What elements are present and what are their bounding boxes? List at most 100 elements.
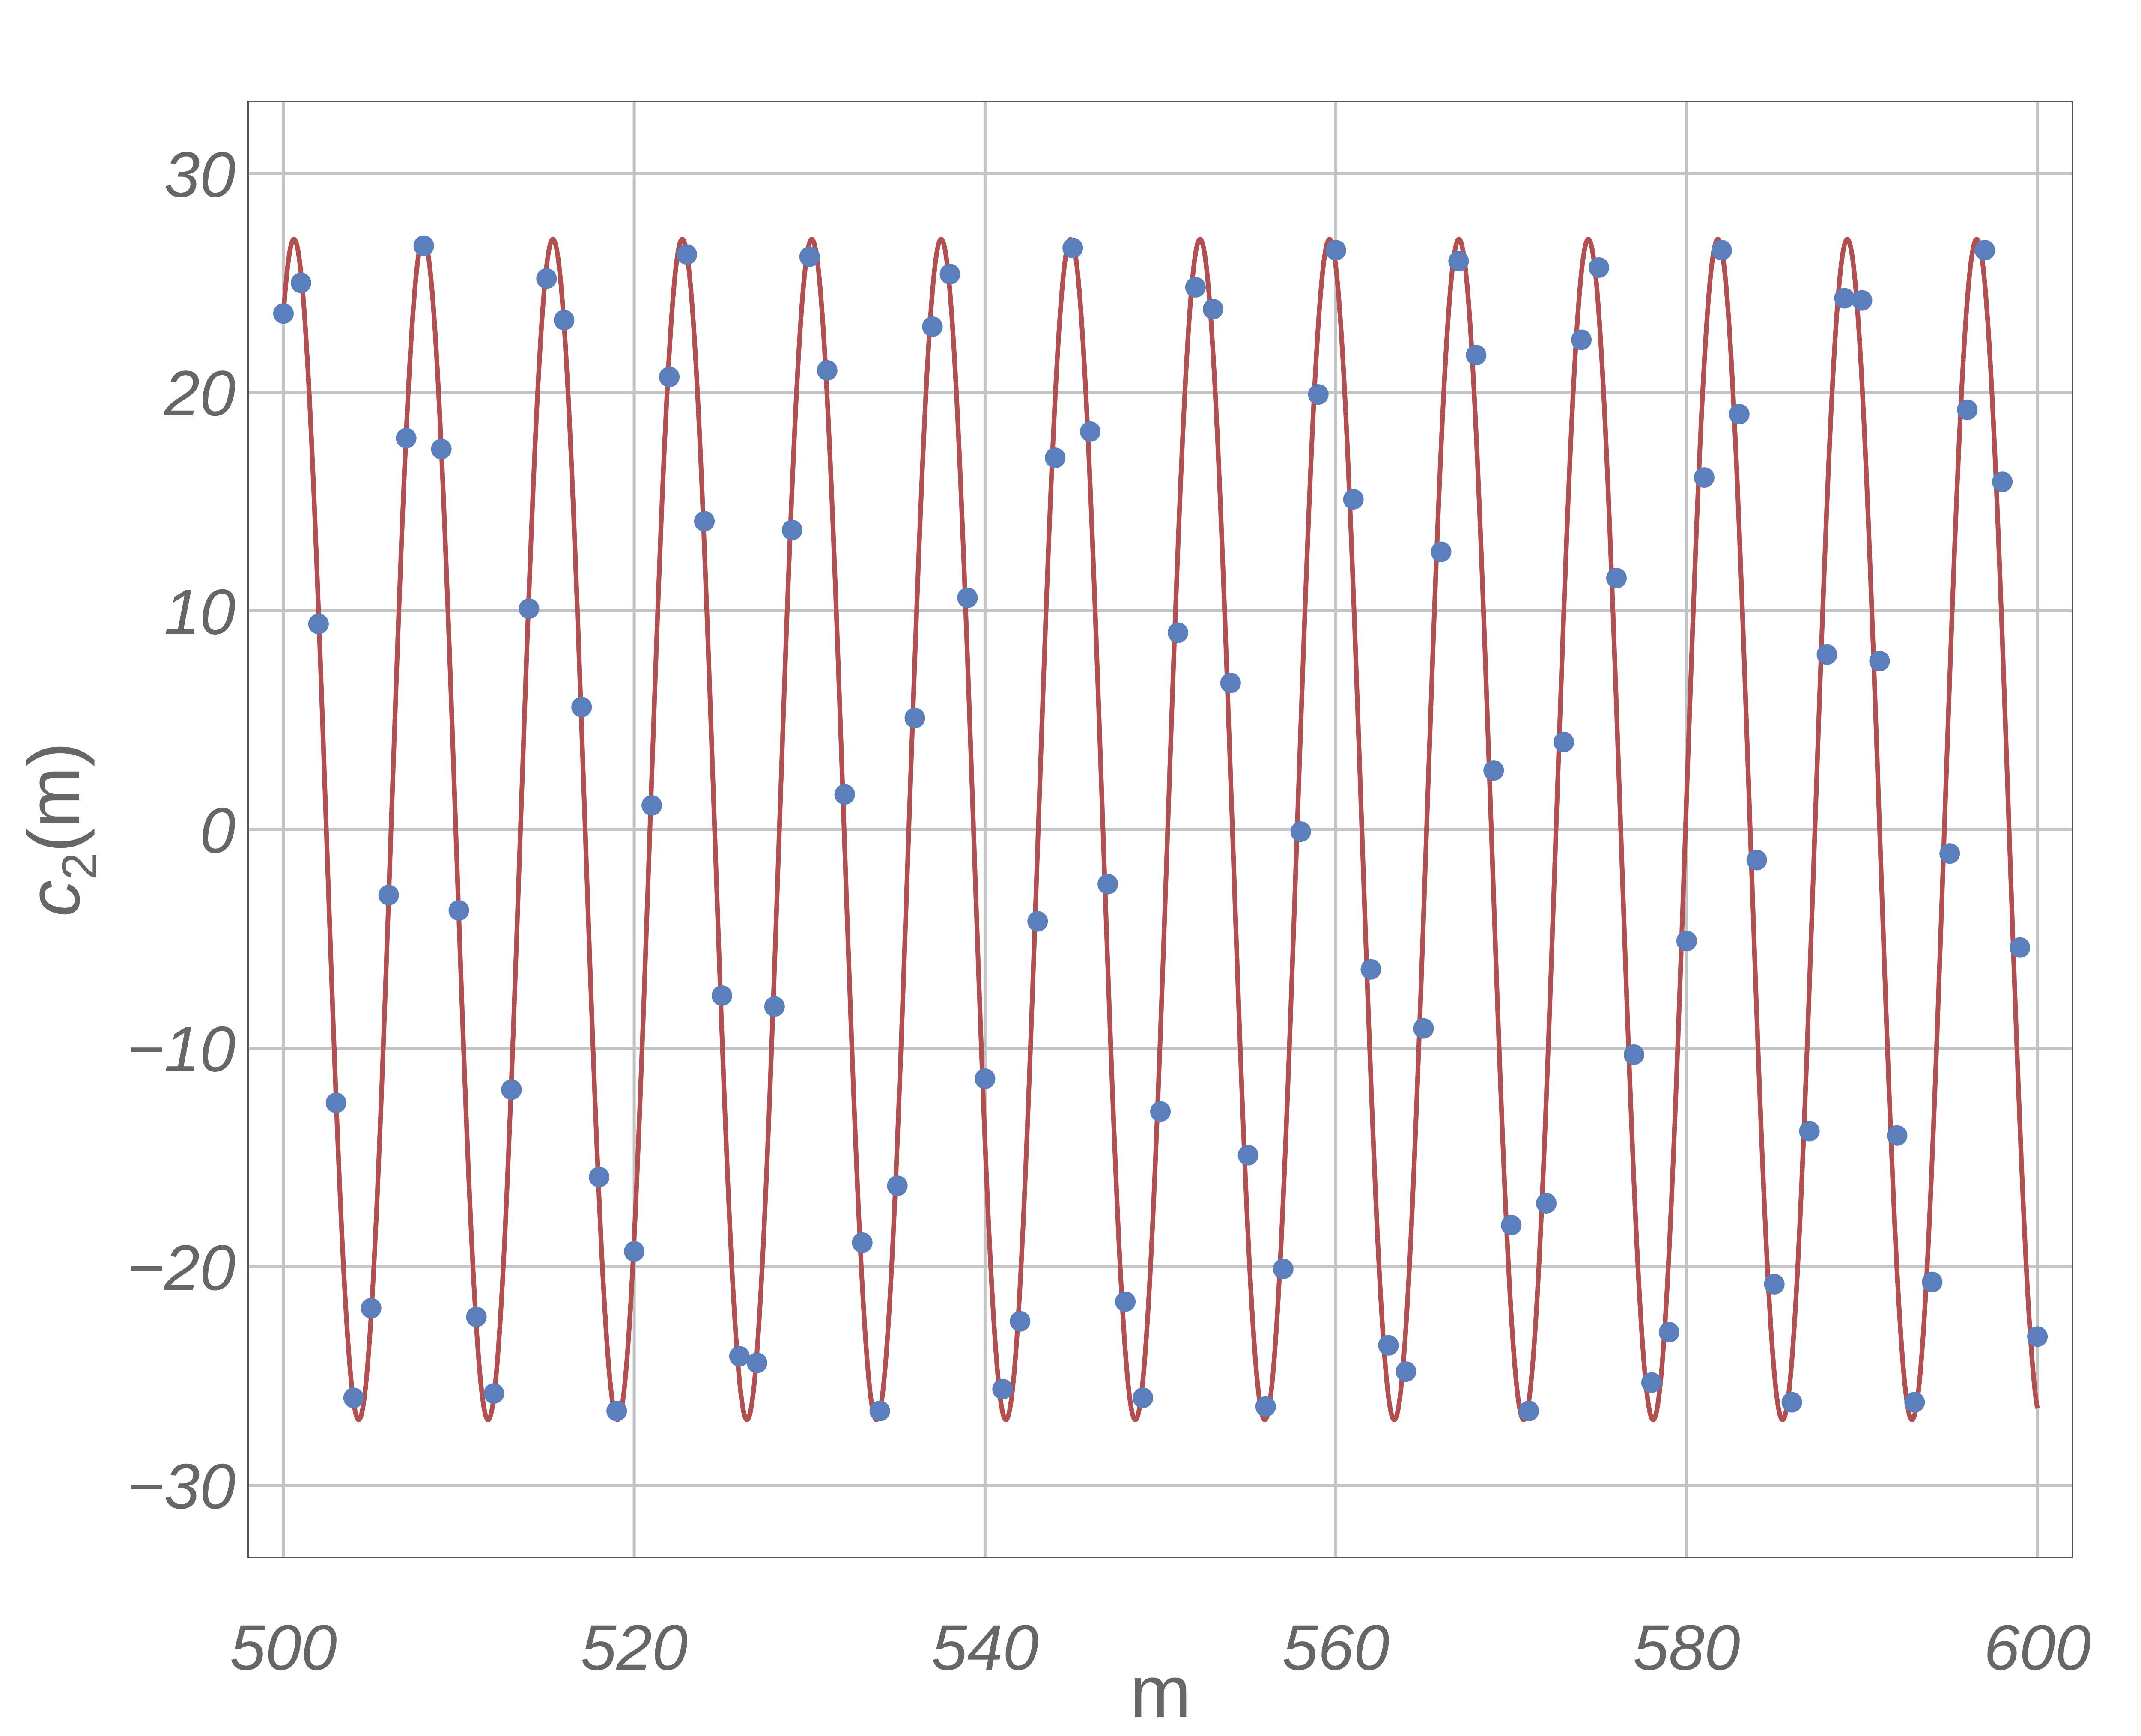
data-point [1641,1372,1662,1393]
y-tick-label: 10 [164,576,236,647]
data-point [1167,622,1188,643]
data-point [1658,1322,1679,1343]
data-point [869,1400,890,1421]
y-tick-labels: −30 −20 −10 0 10 20 30 [127,138,236,1522]
data-point [466,1306,487,1327]
data-point [448,900,469,921]
data-point [378,885,399,906]
data-point [817,360,838,381]
data-point [1045,447,1066,468]
data-point [729,1346,750,1367]
data-point [1974,240,1995,261]
data-point [1308,384,1329,405]
data-point [396,428,417,449]
data-point [1290,821,1311,842]
data-point [1343,489,1364,510]
data-point [939,264,960,285]
data-point [483,1383,504,1404]
data-point [1852,290,1873,311]
x-tick-label: 500 [230,1611,337,1683]
data-point [1466,345,1487,366]
data-point [975,1068,996,1089]
y-axis-title: c2(m) [13,742,107,917]
data-point [1062,238,1083,259]
data-point [1904,1392,1925,1413]
data-point [922,316,943,337]
data-point [589,1166,610,1187]
data-point [290,272,311,293]
data-point [746,1352,767,1373]
data-point [1325,240,1346,261]
data-point [624,1241,645,1262]
data-point [799,246,820,267]
data-point [571,697,592,718]
x-tick-label: 560 [1282,1611,1389,1683]
data-point [1501,1215,1522,1236]
data-point [1027,911,1048,932]
data-point [1536,1193,1557,1214]
data-point [1746,850,1767,871]
data-point [1097,874,1118,895]
data-point [1939,843,1960,864]
x-tick-label: 600 [1984,1611,2091,1683]
data-point [2027,1326,2048,1347]
data-point [694,511,715,532]
x-tick-label: 540 [931,1611,1038,1683]
data-point [501,1079,522,1100]
data-point [1992,471,2013,492]
x-tick-label: 520 [581,1611,688,1683]
data-point [1431,541,1452,562]
x-axis-title: m [1130,1651,1191,1733]
data-point [1360,959,1381,980]
data-point [1518,1400,1539,1421]
data-point [1133,1387,1154,1408]
data-point [641,795,662,816]
data-point [659,367,680,388]
data-point [1922,1271,1943,1292]
data-point [1869,650,1890,671]
data-points-layer [273,235,2048,1421]
data-point [887,1175,908,1196]
data-point [1185,277,1206,298]
data-point [1887,1125,1908,1146]
data-point [1150,1101,1171,1122]
data-point [1571,329,1592,350]
data-point [1220,672,1241,693]
data-point [1606,567,1627,588]
data-point [992,1378,1013,1399]
data-point [957,587,978,608]
data-point [711,985,732,1006]
y-axis-title-base: c [13,880,95,917]
data-point [1273,1259,1294,1280]
data-point [325,1092,346,1113]
data-point [361,1298,382,1319]
data-point [1413,1018,1434,1039]
data-point [606,1400,627,1421]
data-point [2010,937,2031,958]
data-point [1255,1396,1276,1417]
y-tick-label: −20 [127,1232,236,1303]
y-axis-title-subscript: 2 [52,853,107,880]
x-tick-labels: 500 520 540 560 580 600 [230,1611,2091,1683]
data-point [1764,1274,1785,1295]
data-point [1957,399,1978,420]
data-point [852,1232,873,1253]
data-point [677,244,698,265]
y-tick-label: 20 [164,357,236,429]
data-point [1554,731,1574,752]
data-point [781,519,802,540]
x-tick-label: 580 [1633,1611,1740,1683]
data-point [1396,1361,1416,1382]
data-point [1115,1291,1136,1312]
y-tick-label: −30 [127,1450,236,1522]
data-point [1378,1335,1399,1356]
data-point [1010,1311,1031,1332]
data-point [343,1387,364,1408]
data-point [413,235,434,256]
data-point [1483,760,1504,781]
data-point [1694,467,1715,488]
data-point [1711,240,1732,261]
data-point [834,784,855,805]
data-point [536,268,557,289]
